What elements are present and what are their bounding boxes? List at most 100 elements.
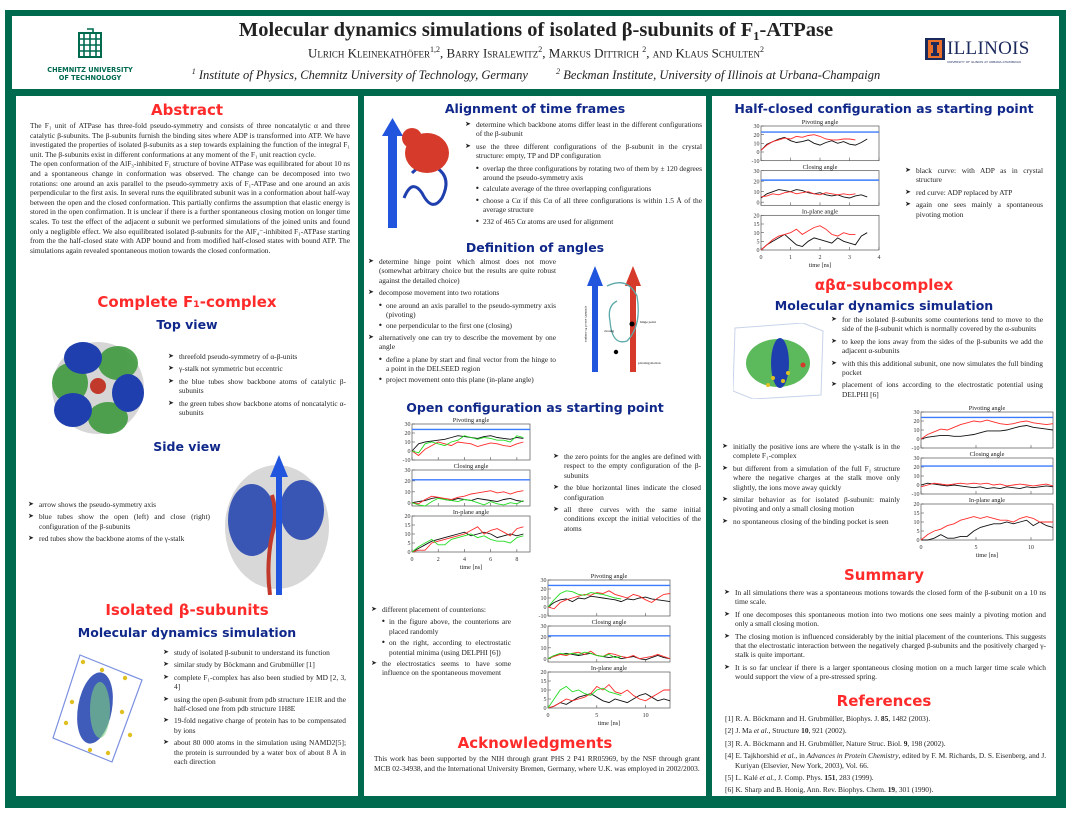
y-tick-label: 0 [757,150,760,156]
bullet-item: all three curves with the same initial c… [553,505,701,533]
reference-part: [2] J. Ma [725,726,754,736]
bullet-item: red curve: ADP replaced by ATP [905,188,1043,198]
author-affil: 2 [538,45,543,54]
bullet-item: use the three different configurations o… [465,142,702,161]
reference-item: [2] J. Ma et al., Structure 10, 921 (200… [725,726,1047,735]
panel-title: Pivoting angle [591,573,628,580]
plot-frame [760,214,880,251]
poster-header [12,16,1059,89]
sub-bullet-item: choose a Cα if this Cα of all three conf… [465,196,702,215]
reference-part: , 1482 (2003). [888,714,931,723]
series-line-red [411,526,524,553]
open-heading: Open configuration as starting point [406,400,664,415]
series-line-black [547,595,671,608]
x-tick-label: 0 [411,557,414,563]
series-line-green [547,685,622,709]
series-line-red [920,482,1054,488]
y-tick-label: 0 [544,706,547,712]
bullet-item: the zero points for the angles are defin… [553,452,701,480]
ack-text: This work has been supported by the NIH … [374,754,700,773]
sub-bullet-item: project movement onto this plane (in-pla… [368,375,556,385]
y-tick-label: 0 [757,200,760,206]
y-tick-label: 5 [408,541,411,547]
halfclosed-heading: Half-closed configuration as starting po… [734,101,1034,116]
panel-title: Closing angle [592,619,627,626]
y-tick-label: 20 [541,670,547,676]
isolated-bullets: study of isolated β-subunit to understan… [163,648,346,769]
bullet-item: using the open β-subunit from pdb struct… [163,695,346,714]
series-line-red [760,225,856,251]
y-tick-label: 20 [541,587,547,593]
illinois-i-icon [925,38,945,60]
author: Ulrich Kleinekathöfer [307,45,431,61]
bullet-item: γ-stalk not symmetric but eccentric [168,364,346,374]
y-tick-label: 20 [914,465,920,471]
chemnitz-logo-text: CHEMNITZ UNIVERSITY OF TECHNOLOGY [40,66,140,82]
alignment-structure-image [382,118,449,228]
y-tick-label: 5 [917,529,920,535]
chemnitz-logo: CHEMNITZ UNIVERSITY OF TECHNOLOGY [40,27,140,82]
y-tick-label: 10 [914,520,920,526]
y-tick-label: 0 [408,501,411,507]
summary-heading: Summary [843,566,925,584]
series-line-black [411,531,524,553]
y-tick-label: 20 [754,179,760,185]
f1-top-view-image [52,342,144,434]
sub-bullet-item: calculate average of the three overlappi… [465,184,702,194]
y-tick-label: 10 [405,440,411,446]
bullet-item: determine hinge point which almost does … [368,257,556,285]
series-line-green [411,497,524,507]
y-tick-label: 15 [754,222,760,228]
y-tick-label: 10 [541,688,547,694]
bullet-item: threefold pseudo-symmetry of α-β-units [168,352,346,362]
y-tick-label: 0 [917,538,920,544]
y-tick-label: 30 [754,169,760,175]
bullet-item: determine which backbone atoms differ le… [465,120,702,139]
y-tick-label: -10 [912,492,920,498]
affil-num: 1 [191,67,196,76]
affiliation: Institute of Physics, Chemnitz Universit… [195,68,528,83]
y-tick-label: 15 [405,523,411,529]
series-line-black [920,482,1054,490]
y-tick-label: 20 [405,479,411,485]
x-axis-label: time [ns] [460,564,483,571]
bullet-item: decompose movement into two rotations [368,288,556,298]
sub-bullet-item: define a plane by start and final vector… [368,355,556,374]
ack-heading: Acknowledgments [457,734,613,752]
author: , and Klaus Schulten [646,45,761,61]
bullet-item: no spontaneous closing of the binding po… [722,517,900,527]
plot-frame [547,625,671,663]
bullet-item: It is so far unclear if there is a large… [724,663,1046,682]
reference-item: [3] R. A. Böckmann and H. Grubmüller, Na… [725,739,1047,748]
reference-part: , edited by F. M. Richards, D. S. Eisenb… [735,751,1047,770]
y-tick-label: 30 [405,468,411,474]
affil-num: 2 [556,67,561,76]
sub-bullet-item: one around an axis parallel to the pseud… [368,301,556,320]
abstract-heading: Abstract [150,101,224,119]
reference-part: Advances in Protein Chemistry [806,751,899,761]
aba-heading: αβα-subcomplex [712,276,1056,294]
bullet-item: the blue tubes show backbone atoms of ca… [168,377,346,396]
reference-part: et al. [780,751,796,761]
references-list: [1] R. A. Böckmann and H. Grubmüller, Bi… [725,714,1047,798]
logo-line: CHEMNITZ UNIVERSITY [47,66,133,74]
bullet-item: red tubes show the backbone atoms of the… [28,534,210,544]
bullet-item: with this this additional subunit, one n… [831,359,1043,378]
panel-title: Pivoting angle [453,417,490,424]
reference-part: 10 [801,726,809,736]
references-heading: References [836,692,932,710]
reference-item: [4] E. Tajkhorshid et al., in Advances i… [725,751,1047,770]
plot-frame [760,170,880,206]
bullet-item: placement of ions according to the elect… [831,380,1043,399]
aba-bullets-2: initially the positive ions are where th… [722,442,900,529]
reference-part: 9 [903,738,908,748]
panel-title: In-plane angle [969,497,1005,504]
bullet-item: arrow shows the pseudo-symmetry axis [28,500,210,510]
reference-part: 151 [824,773,836,783]
angles-heading: Definition of angles [465,240,605,255]
sub-bullet-item: one perpendicular to the first one (clos… [368,321,556,331]
y-tick-label: 0 [408,550,411,556]
panel-title: In-plane angle [591,665,627,672]
y-tick-label: -10 [403,458,411,464]
series-line-black [547,693,671,709]
